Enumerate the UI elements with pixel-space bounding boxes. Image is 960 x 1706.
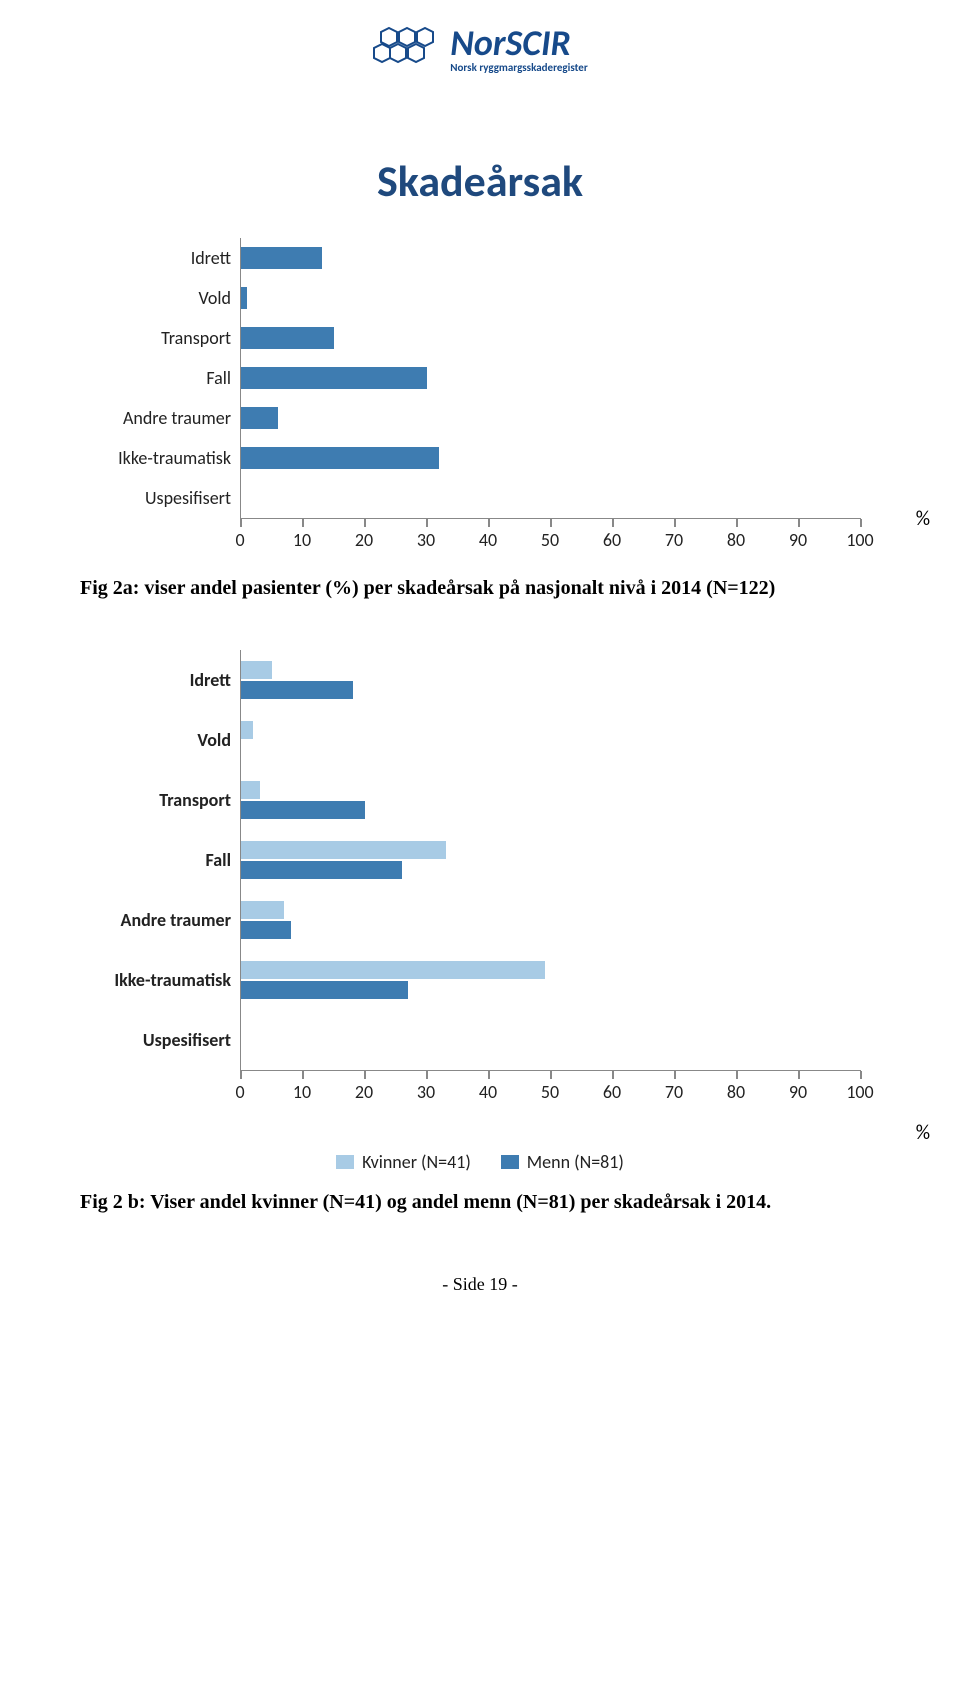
axis-unit: % [916,1121,930,1145]
axis-tick-label: 0 [235,1081,244,1103]
axis-tick [240,1071,242,1079]
axis-tick-label: 40 [479,1081,497,1103]
bar [241,661,272,679]
category-label: Andre traumer [51,909,241,931]
bar [241,447,439,469]
axis-tick [550,519,552,527]
chart-fig2a: IdrettVoldTransportFallAndre traumerIkke… [60,238,900,559]
axis-tick [488,1071,490,1079]
bar [241,247,322,269]
bar [241,841,446,859]
bar [241,961,545,979]
axis-tick [674,519,676,527]
bar [241,721,253,739]
caption-fig2b: Fig 2 b: Viser andel kvinner (N=41) og a… [80,1191,880,1214]
axis-tick [488,519,490,527]
category-label: Andre traumer [51,407,241,429]
legend-swatch [336,1155,354,1169]
legend-label: Kvinner (N=41) [362,1151,471,1173]
legend-item: Menn (N=81) [501,1151,624,1173]
axis-tick-label: 60 [603,1081,621,1103]
bar [241,367,427,389]
axis-tick-label: 10 [293,529,311,551]
bar [241,327,334,349]
category-label: Transport [51,327,241,349]
category-label: Idrett [51,669,241,691]
category-label: Vold [51,287,241,309]
axis-tick-label: 50 [541,529,559,551]
axis-tick [860,519,862,527]
category-label: Ikke-traumatisk [51,447,241,469]
axis-tick-label: 50 [541,1081,559,1103]
axis-tick [860,1071,862,1079]
legend-swatch [501,1155,519,1169]
axis-tick [798,1071,800,1079]
legend: Kvinner (N=41) Menn (N=81) [60,1151,900,1173]
axis-tick-label: 90 [789,1081,807,1103]
category-label: Fall [51,367,241,389]
axis-tick [302,1071,304,1079]
axis-tick-label: 80 [727,1081,745,1103]
axis-tick [364,1071,366,1079]
bar [241,801,365,819]
caption-fig2a: Fig 2a: viser andel pasienter (%) per sk… [80,577,880,600]
axis-tick-label: 30 [417,1081,435,1103]
legend-item: Kvinner (N=41) [336,1151,471,1173]
page-footer: - Side 19 - [0,1274,960,1295]
bar [241,287,247,309]
axis-tick [364,519,366,527]
bar [241,861,402,879]
axis-tick-label: 0 [235,529,244,551]
axis-tick-label: 70 [665,529,683,551]
axis-tick-label: 10 [293,1081,311,1103]
axis-tick-label: 20 [355,529,373,551]
axis-tick-label: 100 [846,1081,873,1103]
axis-tick [612,1071,614,1079]
logo-subtitle: Norsk ryggmargsskaderegister [450,61,587,74]
axis-tick-label: 40 [479,529,497,551]
legend-label: Menn (N=81) [527,1151,624,1173]
axis-unit: % [916,507,930,531]
hexcluster-icon [372,20,442,74]
bar [241,981,408,999]
bar [241,681,353,699]
category-label: Uspesifisert [51,487,241,509]
category-label: Vold [51,729,241,751]
axis-tick-label: 60 [603,529,621,551]
axis-tick-label: 90 [789,529,807,551]
bar [241,407,278,429]
axis-tick [736,1071,738,1079]
category-label: Fall [51,849,241,871]
axis-tick [426,1071,428,1079]
page-title: Skadeårsak [0,154,960,208]
category-label: Uspesifisert [51,1029,241,1051]
axis-tick [426,519,428,527]
axis-tick-label: 70 [665,1081,683,1103]
axis-tick [302,519,304,527]
axis-tick-label: 100 [846,529,873,551]
axis-tick [798,519,800,527]
logo-title: NorSCIR [450,21,587,65]
axis-tick [550,1071,552,1079]
axis-tick-label: 20 [355,1081,373,1103]
axis-tick [674,1071,676,1079]
category-label: Ikke-traumatisk [51,969,241,991]
chart-fig2b: IdrettVoldTransportFallAndre traumerIkke… [60,650,900,1173]
bar [241,921,291,939]
bar [241,901,284,919]
axis-tick [612,519,614,527]
axis-tick-label: 30 [417,529,435,551]
axis-tick [736,519,738,527]
axis-tick-label: 80 [727,529,745,551]
category-label: Transport [51,789,241,811]
axis-tick [240,519,242,527]
logo: NorSCIR Norsk ryggmargsskaderegister [0,0,960,84]
bar [241,781,260,799]
category-label: Idrett [51,247,241,269]
